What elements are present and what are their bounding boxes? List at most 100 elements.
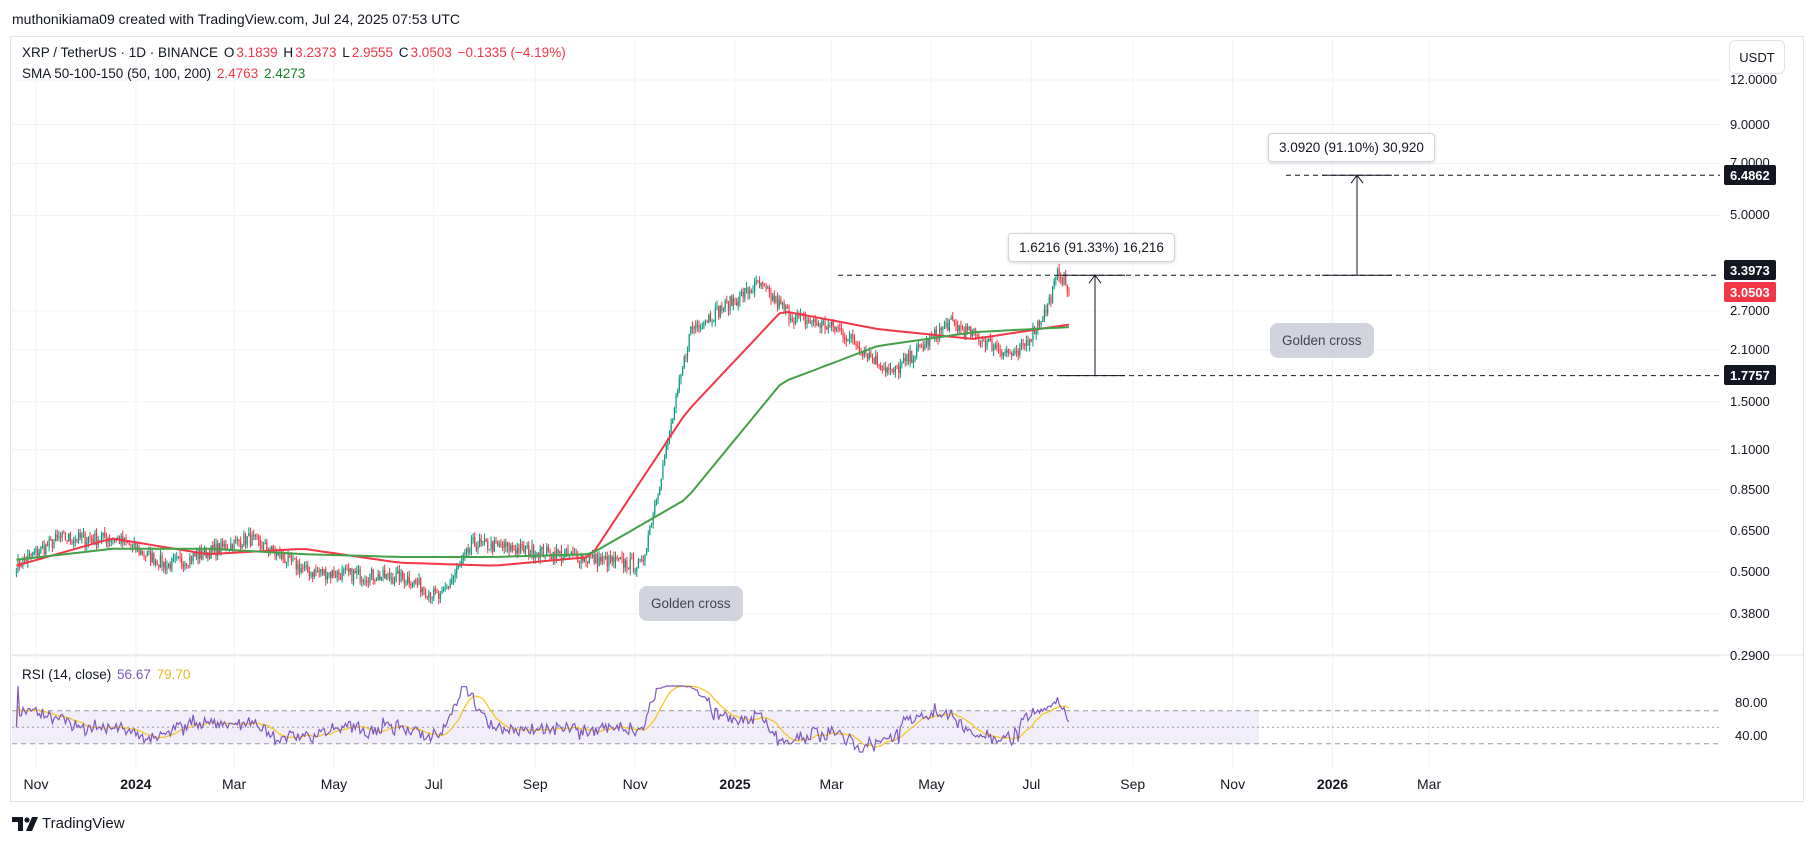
candle-body xyxy=(1025,339,1027,346)
candle-body xyxy=(382,569,384,577)
candle-body xyxy=(732,298,734,307)
candle-body xyxy=(700,328,702,330)
candle-body xyxy=(505,542,507,547)
candle-body xyxy=(113,539,116,541)
candle-body xyxy=(420,578,422,593)
candle-body xyxy=(262,543,265,550)
candle-body xyxy=(644,554,646,562)
time-tick-label: Jul xyxy=(1022,776,1041,792)
candle-body xyxy=(997,348,1000,351)
candle-body xyxy=(765,286,767,289)
candle-body xyxy=(156,560,158,566)
golden-cross-callout-2[interactable]: Golden cross xyxy=(1270,323,1374,358)
candle-body xyxy=(590,556,592,558)
candle-body xyxy=(357,569,360,572)
candle-body xyxy=(965,326,967,338)
candle-body xyxy=(1066,285,1068,292)
candle-body xyxy=(164,562,166,570)
candle-body xyxy=(901,361,903,365)
candle-body xyxy=(302,568,304,570)
candle-body xyxy=(84,533,86,545)
candle-body xyxy=(721,305,723,311)
candle-body xyxy=(942,326,944,330)
tradingview-brand[interactable]: TradingView xyxy=(12,815,125,832)
candle-body xyxy=(724,300,726,309)
measure-label-1[interactable]: 1.6216 (91.33%) 16,216 xyxy=(1008,233,1175,262)
candle-body xyxy=(649,526,651,536)
candle-body xyxy=(508,542,510,552)
candle-body xyxy=(645,549,648,555)
rsi-band xyxy=(12,710,1720,745)
candle-body xyxy=(55,534,57,542)
candle-body xyxy=(400,571,402,583)
candle-body xyxy=(280,553,283,559)
candle-body xyxy=(884,367,887,373)
candle-body xyxy=(614,557,617,563)
candle-body xyxy=(426,596,428,598)
candle-body xyxy=(636,568,638,571)
candle-body xyxy=(598,557,600,566)
candle-body xyxy=(523,545,525,553)
candle-body xyxy=(71,540,73,544)
candle-body xyxy=(618,558,620,560)
candle-body xyxy=(696,324,698,328)
currency-button[interactable]: USDT xyxy=(1729,40,1785,74)
candle-body xyxy=(1035,329,1037,335)
candle-body xyxy=(749,290,751,294)
candle-body xyxy=(567,549,569,555)
price-tick-label: 0.3800 xyxy=(1730,606,1770,622)
candle-body xyxy=(966,326,969,330)
golden-cross-callout-1[interactable]: Golden cross xyxy=(639,586,743,621)
candle-body xyxy=(1047,304,1049,314)
candle-body xyxy=(634,570,636,572)
candle-body xyxy=(868,352,870,360)
candle-body xyxy=(474,537,476,546)
candle-body xyxy=(709,315,712,322)
candle-body xyxy=(374,580,376,582)
candle-body xyxy=(896,365,898,367)
candle-body xyxy=(313,569,315,577)
candle-body xyxy=(829,324,831,327)
time-tick-label: Nov xyxy=(23,776,49,792)
candle-body xyxy=(726,300,728,302)
candle-body xyxy=(127,541,129,543)
candle-body xyxy=(100,536,103,541)
candle-body xyxy=(413,580,415,585)
candle-body xyxy=(898,366,900,374)
candle-body xyxy=(410,583,412,587)
candle-body xyxy=(1051,286,1054,303)
candle-body xyxy=(891,368,893,370)
candle-body xyxy=(87,537,89,542)
measure-label-2[interactable]: 3.0920 (91.10%) 30,920 xyxy=(1268,133,1435,162)
candle-body xyxy=(922,346,924,350)
candle-body xyxy=(758,282,761,287)
candle-body xyxy=(619,557,622,560)
candle-body xyxy=(488,549,491,551)
candle-body xyxy=(688,333,690,352)
candle-body xyxy=(307,564,309,572)
time-tick-label: May xyxy=(918,776,945,792)
candle-body xyxy=(37,548,39,556)
candle-body xyxy=(767,287,769,289)
candle-body xyxy=(490,541,492,550)
candle-body xyxy=(626,560,628,569)
candle-body xyxy=(747,287,749,294)
close-value: 3.0503 xyxy=(410,45,452,60)
candle-body xyxy=(907,354,910,362)
candle-body xyxy=(876,355,879,365)
candle-body xyxy=(830,321,833,327)
candle-body xyxy=(166,566,168,570)
candle-body xyxy=(773,295,775,303)
candle-body xyxy=(377,573,379,581)
candle-body xyxy=(524,547,527,553)
low-label: L xyxy=(342,45,350,60)
price-tick-label: 0.5000 xyxy=(1730,563,1770,579)
candle-body xyxy=(742,291,744,298)
candle-body xyxy=(444,588,446,590)
candle-body xyxy=(1037,321,1039,330)
candle-body xyxy=(89,537,91,539)
candle-body xyxy=(976,335,978,337)
candle-body xyxy=(294,558,296,560)
candle-body xyxy=(167,563,170,567)
